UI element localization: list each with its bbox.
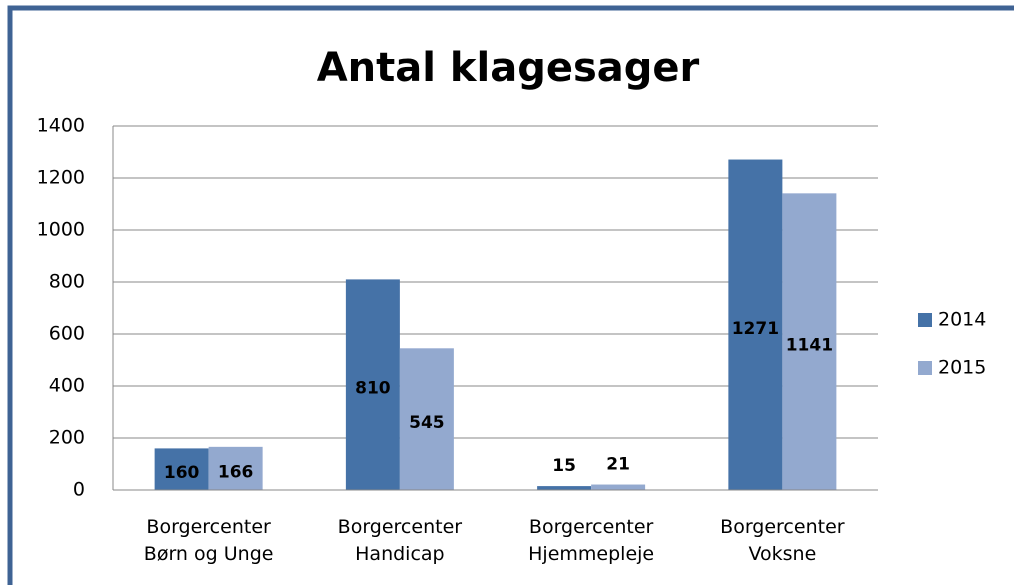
data-label: 545 <box>409 413 445 433</box>
y-tick-label: 400 <box>49 375 85 397</box>
data-label: 1271 <box>732 319 779 339</box>
legend-swatch <box>918 361 932 375</box>
data-label: 160 <box>164 463 200 483</box>
bar <box>399 348 454 490</box>
y-tick-label: 600 <box>49 323 85 345</box>
legend-label: 2015 <box>938 357 986 379</box>
y-tick-label: 800 <box>49 271 85 293</box>
y-tick-label: 1200 <box>37 167 85 189</box>
bar <box>782 193 837 490</box>
bar <box>537 486 592 490</box>
chart-title: Antal klagesager <box>317 45 700 91</box>
bar <box>154 448 209 490</box>
data-label: 810 <box>355 379 391 399</box>
bar <box>591 484 646 490</box>
y-tick-label: 200 <box>49 427 85 449</box>
data-label: 166 <box>218 462 254 482</box>
data-label: 15 <box>552 456 576 476</box>
x-tick-label: Borgercenter Handicap <box>337 516 463 565</box>
legend-swatch <box>918 313 932 327</box>
data-label: 21 <box>606 455 630 475</box>
bar <box>345 279 400 490</box>
y-tick-label: 1000 <box>37 219 85 241</box>
x-tick-label: Borgercenter Voksne <box>720 516 845 565</box>
bar <box>208 446 263 490</box>
x-tick-label: Borgercenter Børn og Unge <box>143 516 274 565</box>
bar <box>728 159 783 491</box>
x-tick-label: Borgercenter Hjemmepleje <box>528 516 655 565</box>
data-label: 1141 <box>786 336 833 356</box>
frame <box>7 5 1014 585</box>
y-tick-label: 1400 <box>37 115 85 137</box>
y-tick-label: 0 <box>73 479 85 501</box>
legend-label: 2014 <box>938 309 986 331</box>
